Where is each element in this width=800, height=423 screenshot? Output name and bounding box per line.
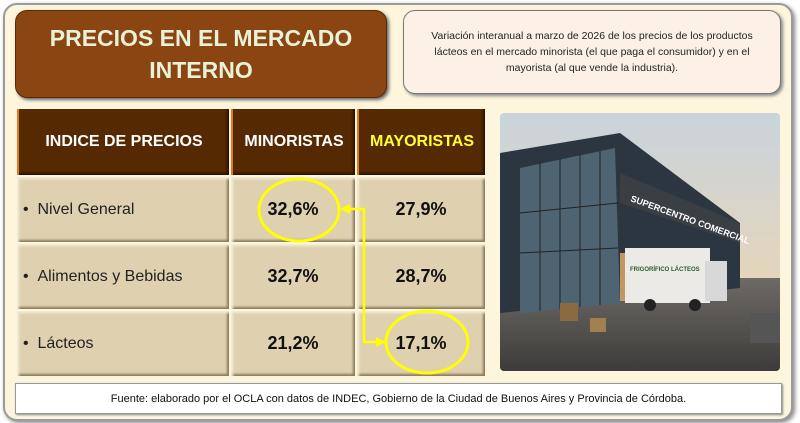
table-row: • Nivel General 32,6% 27,9% [17, 177, 485, 242]
table-header: INDICE DE PRECIOS MINORISTAS MAYORISTAS [17, 109, 485, 175]
page-title: PRECIOS EN EL MERCADO INTERNO [15, 10, 387, 98]
truck-label: FRIGORÍFICO LÁCTEOS [630, 265, 700, 273]
row-label: • Lácteos [17, 311, 229, 376]
row-label-text: Lácteos [37, 334, 94, 352]
header-mayoristas: MAYORISTAS [357, 109, 485, 175]
row-label: • Nivel General [17, 177, 229, 242]
row-label-text: Alimentos y Bebidas [37, 267, 183, 285]
source-footer: Fuente: elaborado por el OCLA con datos … [15, 383, 782, 414]
value-minoristas: 21,2% [231, 311, 355, 376]
header-indice: INDICE DE PRECIOS [17, 109, 229, 175]
row-label: • Alimentos y Bebidas [17, 244, 229, 309]
value-mayoristas: 28,7% [357, 244, 485, 309]
value-minoristas: 32,7% [231, 244, 355, 309]
header-minoristas: MINORISTAS [231, 109, 355, 175]
value-mayoristas: 27,9% [357, 177, 485, 242]
table-row: • Lácteos 21,2% 17,1% [17, 311, 485, 376]
supermarket-photo: SUPERCENTRO COMERCIAL FRIGORÍFICO LÁCTEO… [500, 113, 780, 371]
description-box: Variación interanual a marzo de 2026 de … [403, 10, 781, 94]
value-minoristas: 32,6% [231, 177, 355, 242]
row-label-text: Nivel General [37, 200, 135, 218]
value-mayoristas: 17,1% [357, 311, 485, 376]
table-row: • Alimentos y Bebidas 32,7% 28,7% [17, 244, 485, 309]
price-index-table: INDICE DE PRECIOS MINORISTAS MAYORISTAS … [15, 107, 487, 378]
